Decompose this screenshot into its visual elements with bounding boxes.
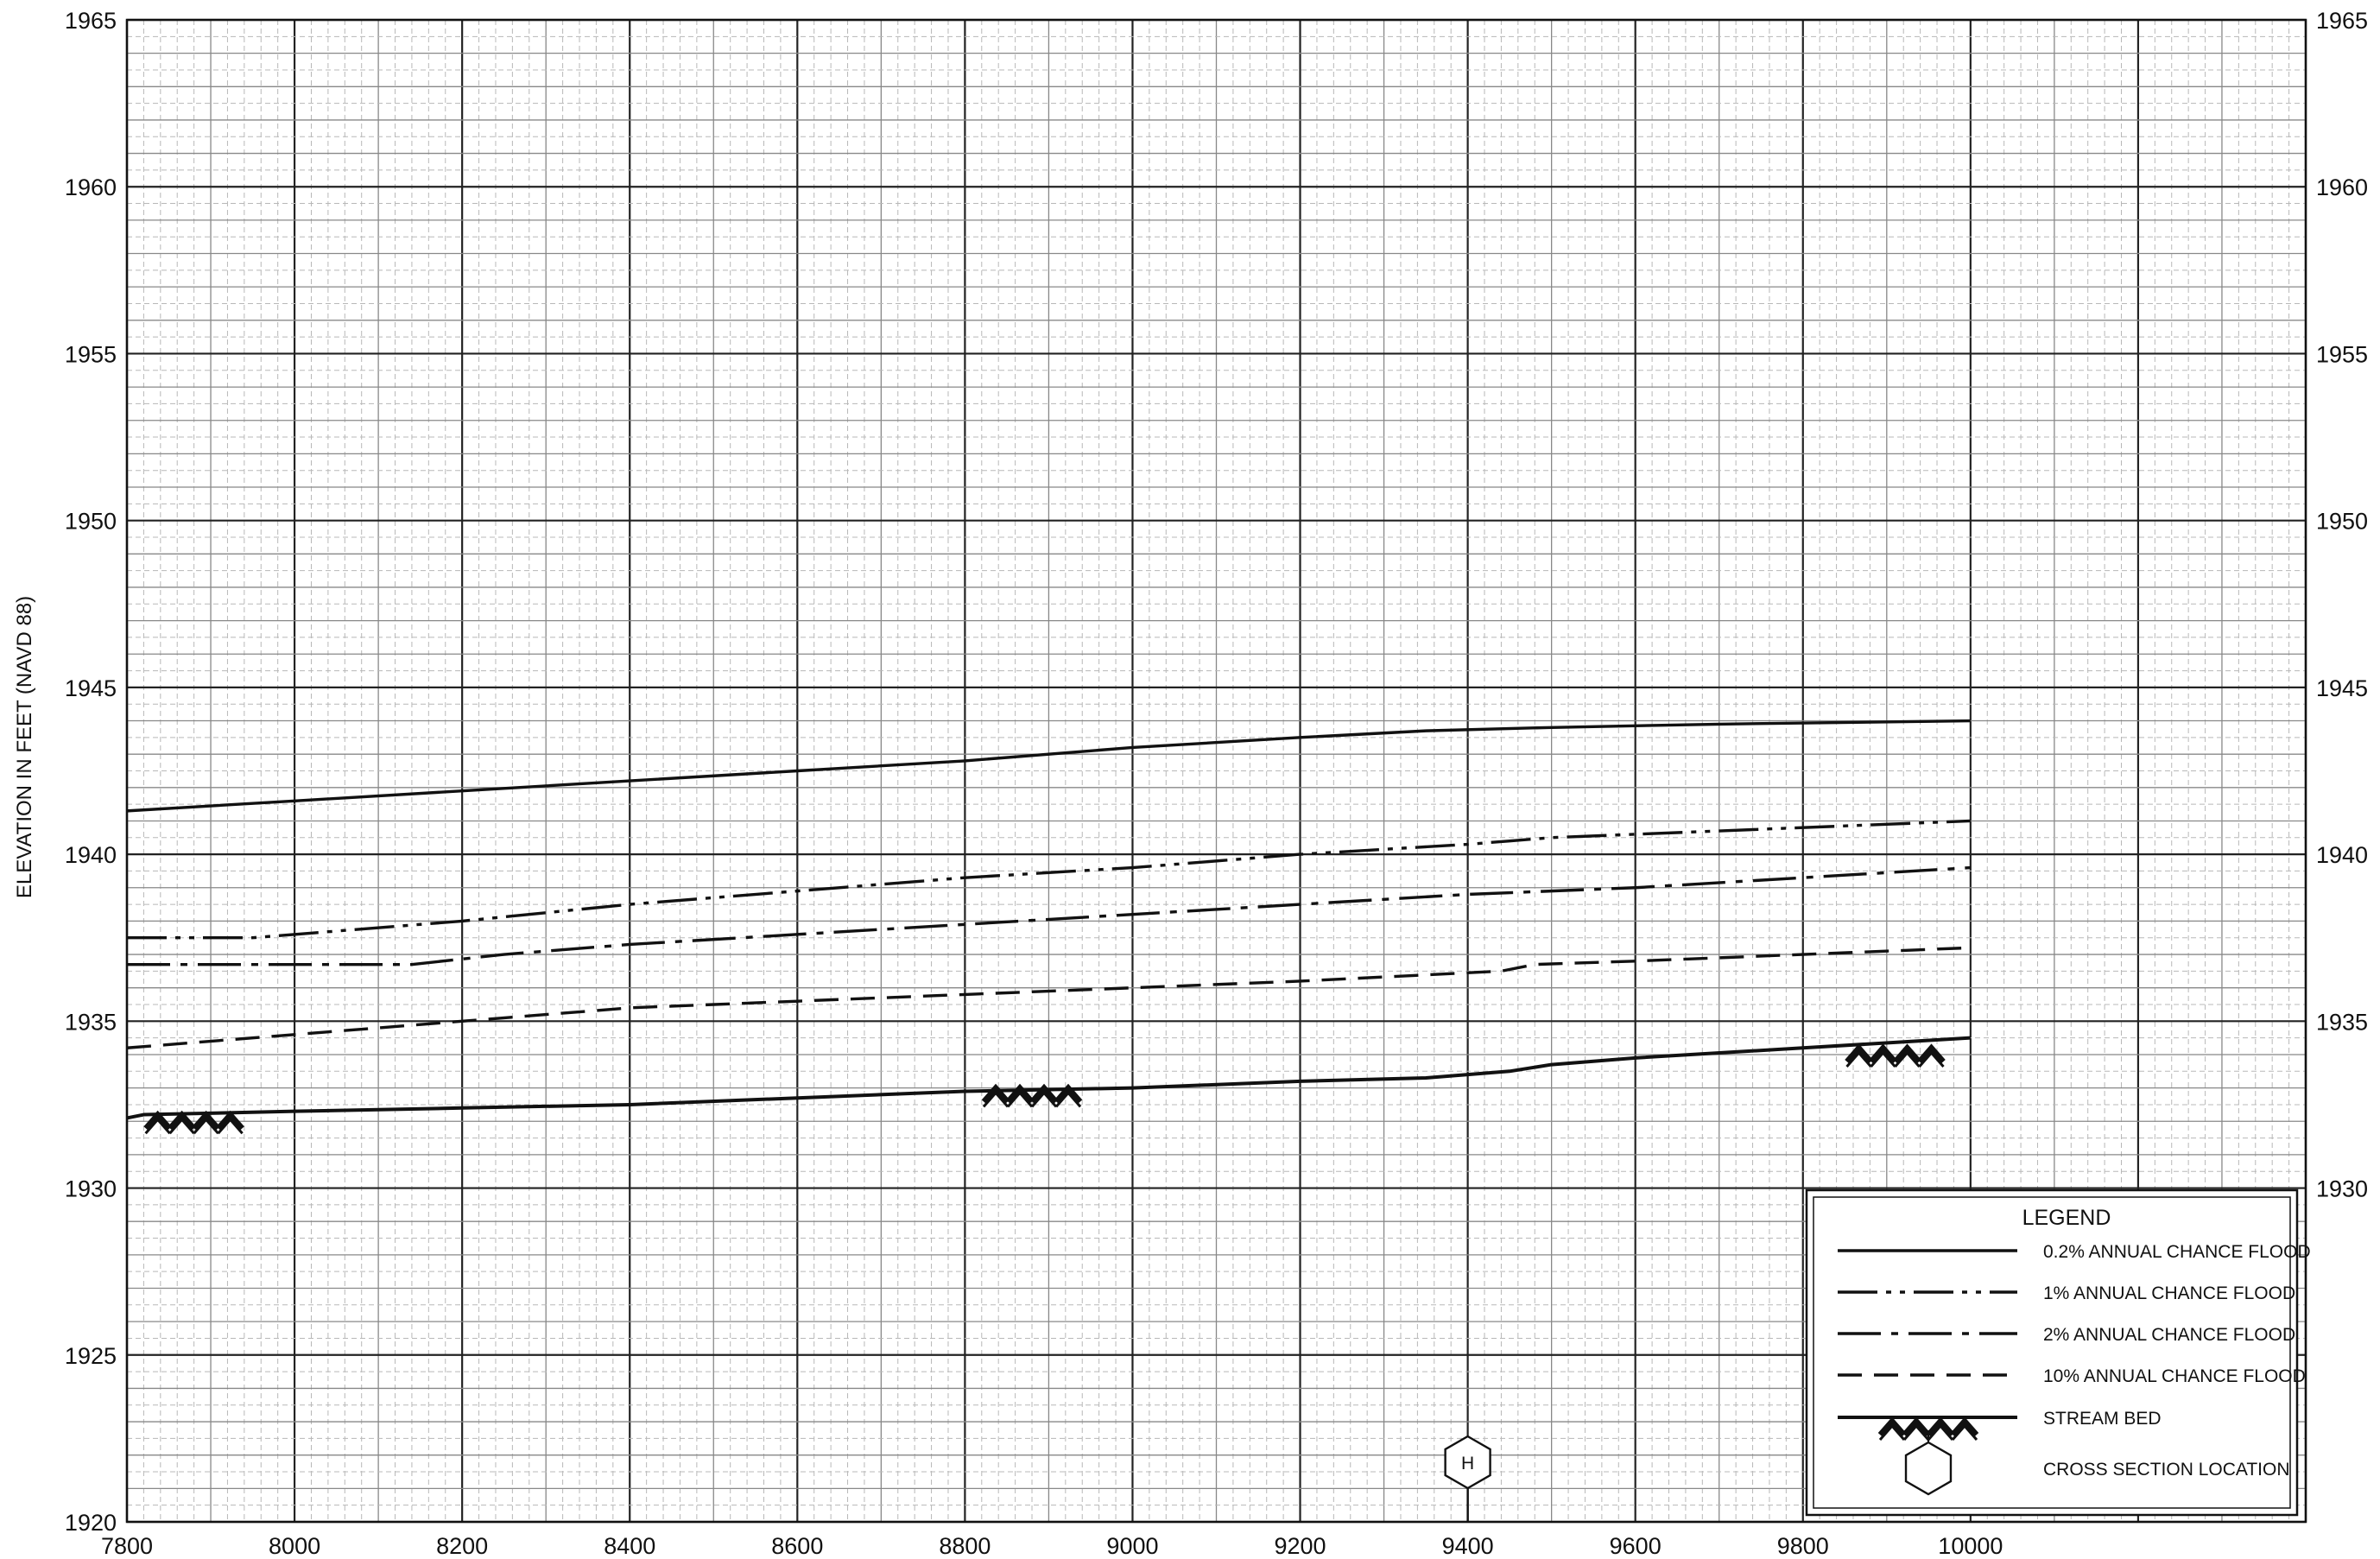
legend-entry-label: 0.2% ANNUAL CHANCE FLOOD [2043, 1242, 2311, 1262]
stream-bed-marker [981, 1083, 1083, 1108]
x-tick-label: 7800 [101, 1533, 153, 1559]
right-y-tick-label: 1945 [2316, 675, 2368, 701]
x-tick-label: 9200 [1274, 1533, 1326, 1559]
stream-bed-hatch [1005, 1083, 1035, 1104]
right-y-tick-label: 1935 [2316, 1009, 2368, 1035]
series-line [126, 1036, 1971, 1120]
x-tick-label: 9000 [1106, 1533, 1158, 1559]
stream-bed-hatch [1902, 1423, 1930, 1441]
legend-entry-label: 1% ANNUAL CHANCE FLOOD [2043, 1283, 2295, 1303]
stream-bed-marker [1877, 1416, 1979, 1441]
stream-bed-hatch [1869, 1043, 1897, 1063]
y-tick-label: 1960 [65, 174, 117, 200]
stream-bed-marker [143, 1110, 244, 1135]
legend-entry-label: 2% ANNUAL CHANCE FLOOD [2043, 1325, 2295, 1345]
x-tick-label: 8000 [269, 1533, 320, 1559]
stream-bed-hatch [1950, 1416, 1979, 1436]
stream-bed-hatch [1893, 1043, 1921, 1063]
x-tick-label: 8800 [939, 1533, 991, 1559]
y-tick-label: 1935 [65, 1009, 117, 1035]
stream-bed-hatch [1918, 1050, 1945, 1068]
stream-bed-hatch [1877, 1416, 1907, 1436]
stream-bed-hatch [1917, 1043, 1946, 1063]
stream-bed-hatch [168, 1110, 196, 1131]
right-y-tick-label: 1940 [2316, 842, 2368, 868]
y-tick-label: 1940 [65, 842, 117, 868]
right-y-tick-label: 1960 [2316, 174, 2368, 200]
stream-bed-hatch [1845, 1043, 1873, 1063]
x-tick-label: 8600 [771, 1533, 823, 1559]
x-tick-label: 9800 [1777, 1533, 1829, 1559]
cross-section-label: H [1461, 1454, 1474, 1473]
stream-bed-hatch [1902, 1416, 1931, 1436]
series-line [127, 819, 1971, 940]
right-y-tick-label: 1955 [2316, 341, 2368, 367]
stream-bed-hatch [981, 1083, 1010, 1104]
x-tick-label: 9600 [1610, 1533, 1662, 1559]
y-tick-label: 1945 [65, 675, 117, 701]
stream-bed-hatch [1926, 1416, 1955, 1436]
stream-bed-hatch [1870, 1050, 1896, 1068]
x-tick-label: 9400 [1442, 1533, 1494, 1559]
legend-entry-label: 10% ANNUAL CHANCE FLOOD [2043, 1366, 2306, 1386]
stream-bed-hatch [168, 1117, 195, 1135]
stream-bed-hatch [144, 1117, 171, 1135]
series-line [127, 865, 1971, 966]
legend-title: LEGEND [2022, 1206, 2111, 1230]
series-line [126, 946, 1971, 1049]
stream-bed-hatch [1878, 1423, 1906, 1441]
y-tick-label: 1955 [65, 341, 117, 367]
y-axis-label: ELEVATION IN FEET (NAVD 88) [13, 596, 36, 898]
hexagon-icon [1444, 1435, 1491, 1490]
plot-frame [125, 18, 2307, 1524]
cross-section-marker: H [1444, 1435, 1491, 1490]
series-line [126, 719, 1971, 813]
stream-bed-marker [1845, 1043, 1946, 1068]
y-tick-label: 1965 [65, 8, 117, 34]
legend-entry-label: CROSS SECTION LOCATION [2043, 1460, 2289, 1480]
hexagon-icon [1904, 1441, 1953, 1496]
stream-bed-hatch [216, 1110, 244, 1131]
stream-bed-hatch [1029, 1083, 1059, 1104]
series-layer [126, 719, 1971, 1120]
right-y-tick-label: 1950 [2316, 509, 2368, 535]
legend-inner-frame [1813, 1196, 2291, 1509]
legend-entry-label: STREAM BED [2043, 1409, 2162, 1429]
y-tick-label: 1925 [65, 1343, 117, 1369]
x-tick-label: 8200 [436, 1533, 488, 1559]
stream-bed-hatch [193, 1117, 219, 1135]
stream-bed-hatch [1894, 1050, 1921, 1068]
stream-bed-hatch [1845, 1050, 1872, 1068]
stream-bed-hatch [1054, 1091, 1082, 1108]
stream-bed-hatch [143, 1110, 172, 1131]
stream-bed-hatch [982, 1091, 1010, 1108]
stream-bed-hatch [217, 1117, 244, 1135]
marker-layer: H [143, 1043, 1946, 1522]
cross-section-marker [1904, 1441, 1953, 1496]
stream-bed-hatch [1951, 1423, 1978, 1441]
stream-bed-hatch [192, 1110, 220, 1131]
y-tick-label: 1950 [65, 509, 117, 535]
stream-bed-hatch [1927, 1423, 1954, 1441]
stream-bed-hatch [1054, 1083, 1083, 1104]
y-tick-label: 1920 [65, 1510, 117, 1536]
x-tick-label: 10000 [1938, 1533, 2003, 1559]
x-tick-label: 8400 [604, 1533, 655, 1559]
axis-layer: 7800 8000 8200 8400 8600 8800 9000 9200 9400 9600… [65, 8, 2368, 1559]
legend: LEGEND 0.2% ANNUAL CHANCE FLOOD 1% ANNUAL … [1805, 1188, 2311, 1517]
y-tick-label: 1930 [65, 1176, 117, 1202]
right-y-tick-label: 1965 [2316, 8, 2368, 34]
legend-box [1805, 1188, 2299, 1517]
stream-bed-hatch [1006, 1091, 1034, 1108]
right-y-tick-label: 1930 [2316, 1176, 2368, 1202]
stream-bed-hatch [1030, 1091, 1058, 1108]
